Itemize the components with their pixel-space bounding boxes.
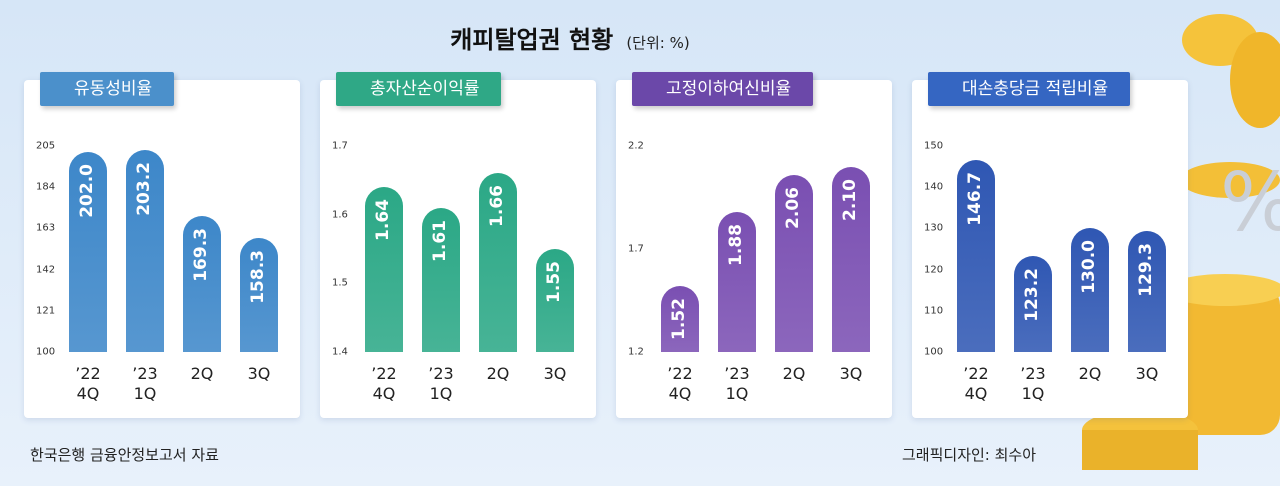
- x-tick-label: 3Q: [247, 364, 271, 383]
- bar: [775, 174, 813, 352]
- bar: [1128, 231, 1166, 352]
- y-tick-label: 142: [36, 264, 56, 276]
- x-tick-label: ’23 1Q: [1020, 364, 1046, 403]
- chart-title: 대손충당금 적립비율: [928, 72, 1131, 106]
- x-tick-label: 3Q: [839, 364, 863, 383]
- x-tick-label: ’22 4Q: [667, 364, 693, 403]
- chart-title: 총자산순이익률: [336, 72, 502, 106]
- bar: [1071, 228, 1109, 352]
- bar: [240, 237, 278, 352]
- chart-title: 유동성비율: [40, 72, 175, 106]
- y-tick-label: 163: [36, 222, 56, 234]
- y-tick-label: 1.4: [332, 346, 348, 358]
- bar: [957, 159, 995, 352]
- x-tick-label: 2Q: [782, 364, 806, 383]
- x-tick-label: ’22 4Q: [371, 364, 397, 403]
- y-tick-label: 184: [36, 181, 56, 193]
- chart-panel: 고정이하여신비율 1.2 1.7 2.2 1.52 ’22 4Q 1.88 ’23 1Q 2.0…: [616, 72, 892, 418]
- source: 한국은행 금융안정보고서 자료: [30, 446, 219, 464]
- x-tick-label: ’23 1Q: [428, 364, 454, 403]
- y-tick-label: 1.2: [628, 346, 644, 358]
- y-tick-label: 110: [924, 305, 944, 317]
- x-tick-label: ’22 4Q: [75, 364, 101, 403]
- value-label: 1.55: [544, 261, 564, 303]
- x-tick-label: ’23 1Q: [132, 364, 158, 403]
- value-label: 2.06: [783, 186, 803, 229]
- y-tick-label: 121: [36, 305, 56, 317]
- x-tick-label: 3Q: [543, 364, 567, 383]
- bar: [69, 151, 107, 352]
- bar: [422, 207, 460, 352]
- header: 캐피탈업권 현황 (단위: %): [0, 20, 1140, 55]
- chart-panel: 유동성비율 100 121 142 163 184 205 202.0 ’22 4Q 203.2 ’…: [24, 72, 300, 418]
- value-label: 1.52: [669, 298, 689, 341]
- bar: [183, 216, 221, 352]
- y-tick-label: 1.7: [628, 243, 644, 255]
- value-label: 146.7: [965, 171, 985, 226]
- y-tick-label: 150: [924, 140, 944, 152]
- bar: [536, 249, 574, 352]
- chart-panel: 총자산순이익률 1.4 1.5 1.6 1.7 1.64 ’22 4Q 1.61 ’23 1Q 1…: [320, 72, 596, 418]
- svg-text:%: %: [1220, 156, 1280, 249]
- bar: [718, 211, 756, 352]
- bar: [1014, 256, 1052, 352]
- chart-title: 고정이하여신비율: [632, 72, 814, 106]
- y-tick-label: 1.5: [332, 277, 348, 289]
- x-tick-label: ’22 4Q: [963, 364, 989, 403]
- bar: [832, 166, 870, 352]
- value-label: 1.88: [726, 223, 746, 266]
- y-tick-label: 100: [36, 346, 56, 358]
- unit: (단위: %): [626, 34, 690, 52]
- x-tick-label: 2Q: [1078, 364, 1102, 383]
- value-label: 123.2: [1022, 268, 1042, 323]
- value-label: 202.0: [77, 163, 97, 218]
- value-label: 1.66: [487, 185, 507, 228]
- y-tick-label: 205: [36, 140, 56, 152]
- bar: [661, 286, 699, 352]
- y-tick-label: 2.2: [628, 140, 644, 152]
- value-label: 203.2: [134, 161, 154, 216]
- bar: [479, 173, 517, 352]
- value-label: 158.3: [248, 249, 268, 304]
- y-tick-label: 140: [924, 181, 944, 193]
- y-tick-label: 1.6: [332, 209, 348, 221]
- y-tick-label: 120: [924, 264, 944, 276]
- coins-decoration: %: [1082, 14, 1280, 470]
- value-label: 1.61: [430, 219, 450, 262]
- y-tick-label: 1.7: [332, 140, 348, 152]
- bar: [365, 187, 403, 352]
- value-label: 169.3: [191, 228, 211, 282]
- value-label: 1.64: [373, 199, 393, 242]
- y-tick-label: 130: [924, 222, 944, 234]
- x-tick-label: ’23 1Q: [724, 364, 750, 403]
- credit: 그래픽디자인: 최수아: [902, 446, 1037, 464]
- page-title: 캐피탈업권 현황: [450, 26, 614, 54]
- y-tick-label: 100: [924, 346, 944, 358]
- value-label: 129.3: [1136, 243, 1156, 298]
- x-tick-label: 2Q: [190, 364, 214, 383]
- value-label: 130.0: [1079, 240, 1099, 295]
- bar: [126, 149, 164, 352]
- value-label: 2.10: [840, 178, 860, 221]
- x-tick-label: 3Q: [1135, 364, 1159, 383]
- x-tick-label: 2Q: [486, 364, 510, 383]
- chart-panel: 대손충당금 적립비율 100 110 120 130 140 150 146.7 ’22 4Q 1…: [912, 72, 1188, 418]
